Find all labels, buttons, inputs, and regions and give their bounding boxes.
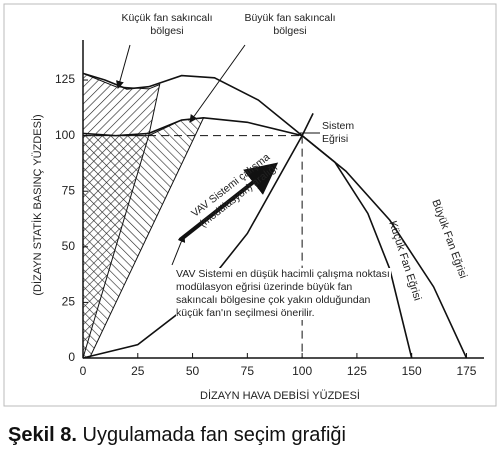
curve bbox=[82, 117, 413, 359]
curve bbox=[82, 113, 314, 359]
y-tick-label: 75 bbox=[62, 183, 76, 197]
y-tick-label: 0 bbox=[68, 350, 75, 364]
pointer bbox=[116, 44, 131, 89]
x-tick-label: 175 bbox=[456, 364, 476, 378]
x-tick-label: 0 bbox=[80, 364, 87, 378]
y-tick-label: 100 bbox=[55, 128, 75, 142]
y-tick-label: 125 bbox=[55, 72, 75, 86]
y-axis-label: (DİZAYN STATİK BASINÇ YÜZDESİ) bbox=[31, 114, 44, 295]
x-tick-label: 75 bbox=[241, 364, 255, 378]
curve-label: Sistem Eğrisi bbox=[322, 120, 355, 145]
x-tick-label: 50 bbox=[186, 364, 200, 378]
x-tick-label: 25 bbox=[131, 364, 145, 378]
frame bbox=[3, 3, 497, 407]
x-tick-label: 150 bbox=[402, 364, 422, 378]
x-tick-label: 125 bbox=[347, 364, 367, 378]
x-tick-label: 100 bbox=[292, 364, 312, 378]
pointer bbox=[171, 234, 186, 266]
caption-label: Şekil 8. bbox=[8, 424, 77, 446]
region-label: Küçük fan sakıncalı bölgesi bbox=[121, 12, 213, 37]
region-label: Büyük fan sakıncalı bölgesi bbox=[244, 12, 336, 37]
x-axis-label: DİZAYN HAVA DEBİSİ YÜZDESİ bbox=[200, 389, 360, 402]
y-tick-label: 50 bbox=[62, 239, 76, 253]
range-arrow bbox=[178, 162, 279, 242]
annotation: VAV Sistemi en düşük hacimli çalışma nok… bbox=[176, 268, 391, 320]
caption-text: Uygulamada fan seçim grafiği bbox=[82, 424, 346, 446]
caption: Şekil 8. Uygulamada fan seçim grafiği bbox=[8, 424, 346, 447]
y-tick-label: 25 bbox=[62, 295, 76, 309]
pointer bbox=[189, 44, 246, 123]
